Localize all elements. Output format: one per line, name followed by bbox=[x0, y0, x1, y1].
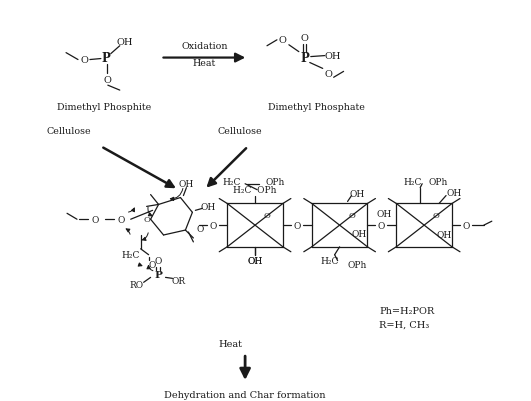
Text: O: O bbox=[80, 56, 88, 65]
Text: H₂C: H₂C bbox=[122, 251, 140, 259]
Text: OPh: OPh bbox=[429, 178, 448, 187]
Text: OH: OH bbox=[116, 38, 133, 47]
Text: Ph=H₂POR: Ph=H₂POR bbox=[380, 307, 435, 316]
Text: Dimethyl Phosphite: Dimethyl Phosphite bbox=[57, 103, 151, 112]
Text: O: O bbox=[210, 221, 217, 230]
Text: Oxidation: Oxidation bbox=[181, 42, 228, 51]
Text: O: O bbox=[293, 221, 301, 230]
Text: O: O bbox=[143, 216, 150, 224]
Text: OH: OH bbox=[447, 188, 461, 198]
Text: RO: RO bbox=[130, 280, 144, 289]
Text: Heat: Heat bbox=[193, 59, 216, 68]
Text: O: O bbox=[196, 224, 204, 233]
Text: P: P bbox=[155, 270, 162, 279]
Text: O: O bbox=[378, 221, 385, 230]
Text: O: O bbox=[149, 260, 156, 269]
Text: O: O bbox=[117, 215, 124, 224]
Text: OR: OR bbox=[172, 276, 185, 285]
Text: OH: OH bbox=[436, 231, 452, 240]
Text: OH: OH bbox=[324, 52, 341, 61]
Text: OH: OH bbox=[377, 209, 392, 218]
Text: O: O bbox=[155, 257, 162, 265]
Text: O: O bbox=[263, 212, 270, 220]
Text: H₂C: H₂C bbox=[321, 257, 339, 265]
Text: OH: OH bbox=[247, 257, 263, 265]
Text: OPh: OPh bbox=[348, 260, 367, 269]
Text: H₂C: H₂C bbox=[403, 178, 422, 187]
Text: Dehydration and Char formation: Dehydration and Char formation bbox=[165, 390, 326, 399]
Text: O: O bbox=[433, 212, 440, 220]
Text: O: O bbox=[91, 215, 99, 224]
Text: Heat: Heat bbox=[218, 339, 242, 348]
Text: O: O bbox=[301, 34, 309, 43]
Text: Cellulose: Cellulose bbox=[218, 127, 262, 136]
Text: O: O bbox=[279, 36, 287, 45]
Text: Cellulose: Cellulose bbox=[47, 127, 91, 136]
Text: O: O bbox=[104, 75, 112, 85]
Text: P: P bbox=[301, 52, 309, 65]
Text: OH: OH bbox=[179, 180, 194, 189]
Text: R=H, CH₃: R=H, CH₃ bbox=[380, 320, 430, 328]
Text: H₂C: H₂C bbox=[222, 178, 241, 187]
Text: OH: OH bbox=[352, 229, 367, 238]
Text: O: O bbox=[348, 212, 355, 220]
Text: O: O bbox=[463, 221, 469, 230]
Text: O: O bbox=[325, 70, 332, 79]
Text: OH: OH bbox=[247, 257, 263, 265]
Text: H₂C  OPh: H₂C OPh bbox=[233, 186, 277, 194]
Text: P: P bbox=[101, 52, 110, 65]
Text: OH: OH bbox=[201, 203, 216, 211]
Text: OH: OH bbox=[350, 190, 365, 198]
Text: Dimethyl Phosphate: Dimethyl Phosphate bbox=[268, 103, 365, 112]
Text: OPh: OPh bbox=[265, 178, 285, 187]
